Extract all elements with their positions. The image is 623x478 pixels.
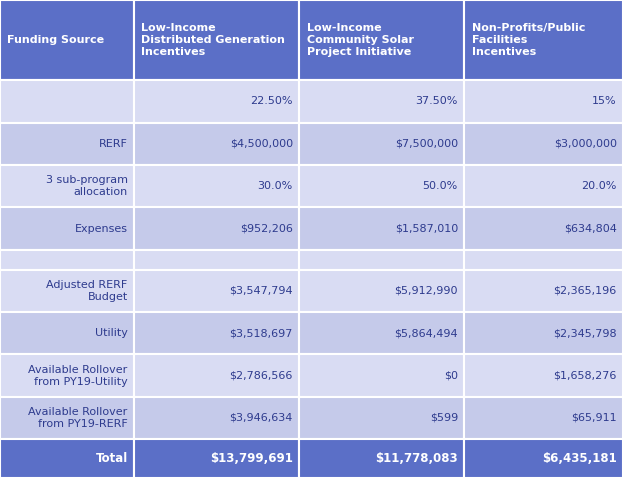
Bar [464, 270, 623, 312]
Bar [134, 122, 299, 165]
Bar [464, 122, 623, 165]
Bar [134, 439, 299, 478]
Text: $2,365,196: $2,365,196 [553, 286, 617, 296]
Text: $3,547,794: $3,547,794 [229, 286, 293, 296]
Bar [299, 397, 464, 439]
Bar [0, 80, 134, 122]
Bar [464, 0, 623, 80]
Bar [0, 122, 134, 165]
Text: $599: $599 [430, 413, 458, 423]
Text: $13,799,691: $13,799,691 [210, 452, 293, 465]
Bar [134, 354, 299, 397]
Bar [464, 80, 623, 122]
Bar [0, 312, 134, 354]
Bar [134, 0, 299, 80]
Bar [0, 439, 134, 478]
Bar [464, 250, 623, 270]
Text: $634,804: $634,804 [564, 224, 617, 234]
Text: $5,912,990: $5,912,990 [394, 286, 458, 296]
Text: Utility: Utility [95, 328, 128, 338]
Text: Expenses: Expenses [75, 224, 128, 234]
Bar [299, 354, 464, 397]
Text: Available Rollover
from PY19-Utility: Available Rollover from PY19-Utility [29, 365, 128, 387]
Text: RERF: RERF [99, 139, 128, 149]
Bar [134, 250, 299, 270]
Text: Low-Income
Community Solar
Project Initiative: Low-Income Community Solar Project Initi… [307, 22, 414, 57]
Bar [134, 270, 299, 312]
Text: $2,345,798: $2,345,798 [553, 328, 617, 338]
Bar [299, 250, 464, 270]
Bar [0, 165, 134, 207]
Bar [299, 122, 464, 165]
Bar [464, 397, 623, 439]
Text: $1,658,276: $1,658,276 [553, 370, 617, 380]
Text: 22.50%: 22.50% [250, 97, 293, 107]
Bar [0, 250, 134, 270]
Text: 37.50%: 37.50% [416, 97, 458, 107]
Bar [464, 354, 623, 397]
Bar [299, 439, 464, 478]
Bar [299, 207, 464, 250]
Text: 20.0%: 20.0% [581, 181, 617, 191]
Bar [134, 207, 299, 250]
Text: $3,946,634: $3,946,634 [229, 413, 293, 423]
Bar [134, 80, 299, 122]
Text: 30.0%: 30.0% [257, 181, 293, 191]
Text: $5,864,494: $5,864,494 [394, 328, 458, 338]
Bar [464, 439, 623, 478]
Bar [464, 165, 623, 207]
Text: Adjusted RERF
Budget: Adjusted RERF Budget [47, 280, 128, 302]
Text: 50.0%: 50.0% [422, 181, 458, 191]
Text: $65,911: $65,911 [571, 413, 617, 423]
Bar [0, 0, 134, 80]
Text: $2,786,566: $2,786,566 [229, 370, 293, 380]
Text: Funding Source: Funding Source [7, 35, 105, 45]
Text: 15%: 15% [592, 97, 617, 107]
Text: $3,000,000: $3,000,000 [554, 139, 617, 149]
Text: Available Rollover
from PY19-RERF: Available Rollover from PY19-RERF [29, 407, 128, 429]
Bar [0, 207, 134, 250]
Text: $7,500,000: $7,500,000 [395, 139, 458, 149]
Bar [0, 354, 134, 397]
Text: $3,518,697: $3,518,697 [229, 328, 293, 338]
Bar [299, 0, 464, 80]
Text: Total: Total [95, 452, 128, 465]
Text: $6,435,181: $6,435,181 [542, 452, 617, 465]
Bar [299, 80, 464, 122]
Bar [0, 397, 134, 439]
Bar [464, 207, 623, 250]
Text: 3 sub-program
allocation: 3 sub-program allocation [45, 175, 128, 197]
Bar [299, 270, 464, 312]
Text: $1,587,010: $1,587,010 [394, 224, 458, 234]
Bar [299, 165, 464, 207]
Text: $952,206: $952,206 [240, 224, 293, 234]
Text: Non-Profits/Public
Facilities
Incentives: Non-Profits/Public Facilities Incentives [472, 22, 585, 57]
Bar [134, 397, 299, 439]
Bar [134, 312, 299, 354]
Bar [299, 312, 464, 354]
Text: $4,500,000: $4,500,000 [230, 139, 293, 149]
Bar [0, 270, 134, 312]
Bar [464, 312, 623, 354]
Text: $0: $0 [444, 370, 458, 380]
Text: Low-Income
Distributed Generation
Incentives: Low-Income Distributed Generation Incent… [141, 22, 285, 57]
Text: $11,778,083: $11,778,083 [375, 452, 458, 465]
Bar [134, 165, 299, 207]
